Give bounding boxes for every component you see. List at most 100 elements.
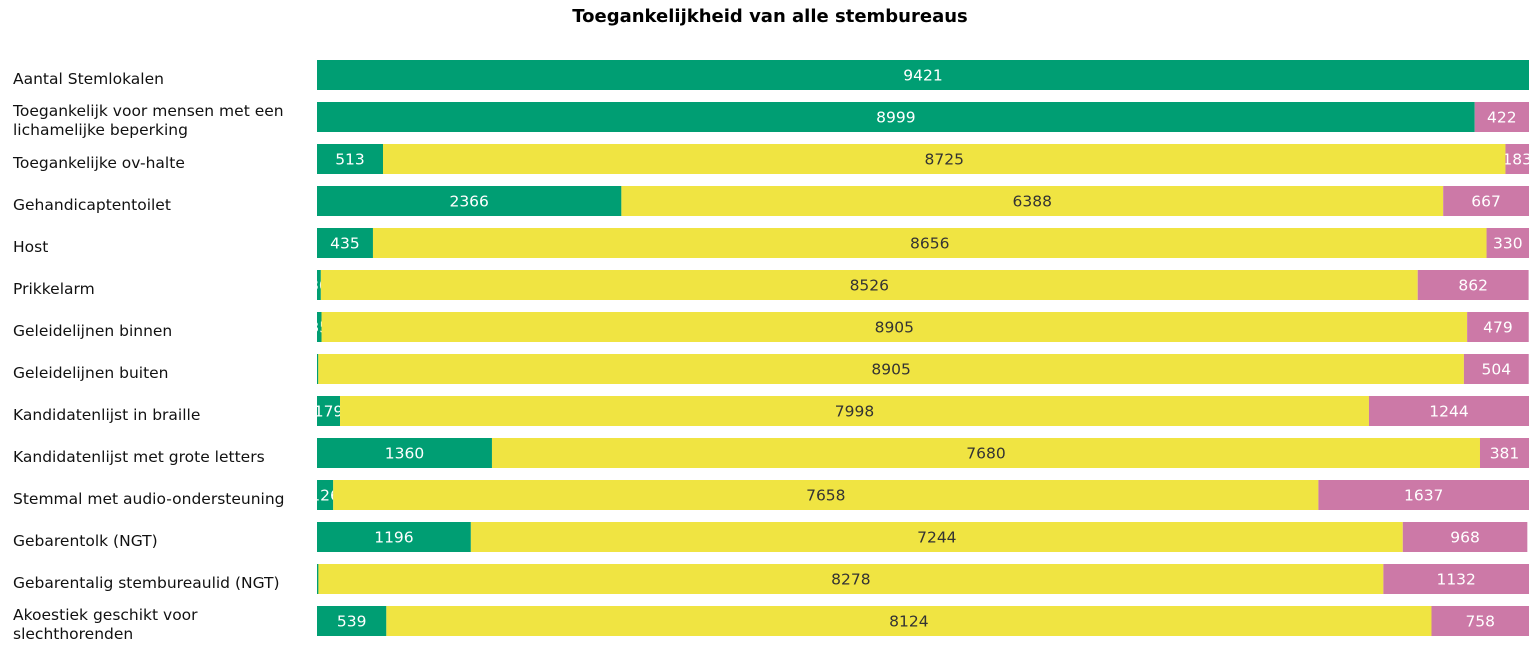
bar-value-label: 9421 [903,67,942,85]
bar-value-label: 8656 [910,235,949,253]
category-label: Gebarentalig stembureaulid (NGT) [13,574,280,592]
category-label: Toegankelijk voor mensen met een lichamel… [12,102,284,139]
bar-segment [317,354,319,384]
bar-value-label: 7658 [806,487,845,505]
bar-segment [317,396,341,426]
bar-segment [317,186,622,216]
bar-segment [317,228,373,258]
category-label-line: Gehandicaptentoilet [13,196,171,214]
category-label: Geleidelijnen binnen [13,322,172,340]
category-label-line: Gebarentalig stembureaulid (NGT) [13,574,280,592]
bar-segment-group: 330 [1486,228,1529,258]
bar-value-label: 330 [1493,235,1523,253]
bar-segment [318,354,1464,384]
bar-segment-group: 1360 [317,438,492,468]
category-label-line: Akoestiek geschikt voor [13,606,198,624]
bar-segment [1318,480,1529,510]
bar-value-label: 539 [337,613,367,631]
category-label-line: Kandidatenlijst in braille [13,406,200,424]
category-label: Akoestiek geschikt voor slechthorenden [13,606,198,643]
bar-segment [1505,144,1529,174]
bar-value-label: 11 [308,571,328,589]
bar-segment-group: 1196 [317,522,471,552]
bar-segment-group: 1132 [1383,564,1529,594]
bar-segment-group: 10 [308,354,328,384]
bar-value-label: 479 [1483,319,1513,337]
bar-segment [1479,438,1529,468]
bar-segment-group: 7658 [333,480,1319,510]
bar-value-label: 10 [308,361,328,379]
category-label: Gehandicaptentoilet [13,196,171,214]
bar-value-label: 8905 [871,361,910,379]
category-label: Toegankelijke ov-halte [12,154,185,172]
bar-segment [317,60,1529,90]
bar-value-label: 8124 [889,613,928,631]
bar-value-label: 35 [309,319,329,337]
bar-segment [333,480,1319,510]
bar-segment [317,606,387,636]
bar-value-label: 1132 [1436,571,1475,589]
bar-value-label: 1196 [374,529,413,547]
bar-segment [317,270,321,300]
bar-segment [317,312,322,342]
bar-value-label: 1637 [1404,487,1443,505]
bar-value-label: 6388 [1013,193,1052,211]
bar-value-label: 2366 [449,193,488,211]
bar-segment [1383,564,1529,594]
bar-segment [317,144,383,174]
bar-segment-group: 2366 [317,186,622,216]
category-label-line: Toegankelijke ov-halte [12,154,185,172]
bar-segment [1368,396,1529,426]
bar-segment-group: 6388 [621,186,1444,216]
category-label: Prikkelarm [13,280,95,298]
bar-segment-group: 422 [1474,102,1529,132]
bar-segment [386,606,1432,636]
bar-value-label: 126 [310,487,340,505]
bar-value-label: 7244 [917,529,956,547]
bar-segment-group: 513 [317,144,383,174]
bar-segment-group: 539 [317,606,387,636]
category-label: Kandidatenlijst in braille [13,406,200,424]
bar-segment-group: 7998 [340,396,1369,426]
bar-segment-group: 30 [309,270,329,300]
bar-segment-group: 1244 [1368,396,1529,426]
bar-value-label: 179 [314,403,344,421]
bar-segment [1474,102,1529,132]
bar-segment [1443,186,1529,216]
bar-segment [318,564,1384,594]
bar-value-label: 8999 [876,109,915,127]
bar-segment [317,522,471,552]
category-label: Aantal Stemlokalen [13,70,164,88]
bar-segment [1463,354,1529,384]
bar-segment-group: 968 [1402,522,1528,552]
bar-value-label: 8278 [831,571,870,589]
bar-segment [470,522,1403,552]
bar-segment [372,228,1487,258]
category-label-line: Geleidelijnen binnen [13,322,172,340]
category-label-line: Gebarentolk (NGT) [13,532,158,550]
category-label-line: Aantal Stemlokalen [13,70,164,88]
bar-segment [317,102,1475,132]
bar-value-label: 968 [1450,529,1480,547]
bar-value-label: 504 [1482,361,1512,379]
bar-value-label: 7998 [835,403,874,421]
bar-segment-group: 8999 [317,102,1475,132]
category-label-line: lichamelijke beperking [13,121,188,139]
bar-value-label: 8725 [925,151,964,169]
bar-segment [1417,270,1529,300]
bar-segment-group: 8526 [320,270,1418,300]
bar-value-label: 667 [1471,193,1501,211]
bar-value-label: 7680 [966,445,1005,463]
bar-segment-group: 8905 [318,354,1464,384]
bar-value-label: 862 [1458,277,1488,295]
bar-value-label: 30 [309,277,329,295]
category-label-line: Geleidelijnen buiten [13,364,169,382]
bar-segment-group: 126 [310,480,340,510]
bar-value-label: 758 [1465,613,1495,631]
category-label: Geleidelijnen buiten [13,364,169,382]
bar-segment-group: 504 [1463,354,1529,384]
bar-segment-group: 862 [1417,270,1529,300]
bar-segment-group: 9421 [317,60,1529,90]
bar-segment-group: 8725 [382,144,1506,174]
